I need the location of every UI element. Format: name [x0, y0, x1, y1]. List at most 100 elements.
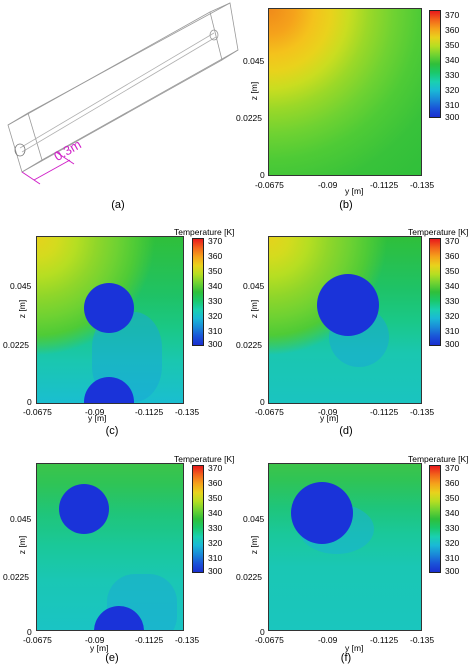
colorbar-tick: 320 — [445, 538, 460, 548]
colorbar-tick: 360 — [208, 478, 223, 488]
colorbar-tick: 360 — [445, 251, 460, 261]
y-axis-label: y [m] — [88, 413, 107, 423]
colorbar — [429, 465, 441, 573]
y-axis-label: y [m] — [90, 643, 109, 653]
caption-d: (d) — [339, 425, 353, 437]
y-tick: -0.0675 — [23, 635, 52, 645]
caption-c: (c) — [105, 425, 119, 437]
caption-b: (b) — [339, 199, 353, 211]
z-tick: 0.0225 — [3, 572, 29, 582]
colorbar-tick: 340 — [445, 508, 460, 518]
colorbar-tick: 310 — [445, 553, 460, 563]
z-tick: 0.0225 — [236, 113, 262, 123]
colorbar-tick: 310 — [208, 553, 223, 563]
y-tick: -0.135 — [410, 635, 435, 645]
colorbar-tick: 300 — [445, 112, 460, 122]
contour-plot-c — [36, 236, 184, 404]
y-tick: -0.0675 — [23, 407, 52, 417]
y-tick: -0.135 — [175, 635, 200, 645]
colorbar-tick: 370 — [445, 463, 460, 473]
z-tick: 0 — [260, 627, 265, 637]
colorbar-tick: 330 — [445, 296, 460, 306]
y-tick: -0.1125 — [370, 180, 399, 190]
y-tick: -0.0675 — [255, 635, 284, 645]
channel-sketch — [7, 2, 239, 185]
colorbar-tick: 350 — [445, 266, 460, 276]
colorbar-tick: 330 — [208, 523, 223, 533]
y-tick: -0.09 — [85, 407, 105, 417]
colorbar-tick: 370 — [445, 10, 460, 20]
y-tick: -0.135 — [410, 407, 435, 417]
contour-plot-d — [268, 236, 422, 404]
colorbar-tick: 350 — [445, 40, 460, 50]
colorbar — [192, 238, 204, 346]
colorbar-tick: 360 — [208, 251, 223, 261]
contour-plot-f — [268, 463, 422, 631]
z-axis-label: z [m] — [17, 299, 28, 319]
colorbar-tick: 320 — [208, 538, 223, 548]
y-tick: -0.1125 — [135, 635, 164, 645]
z-tick: 0.0225 — [3, 340, 29, 350]
z-tick: 0 — [27, 627, 32, 637]
colorbar-tick: 300 — [445, 566, 460, 576]
z-axis-label: z [m] — [249, 535, 260, 555]
colorbar-tick: 320 — [445, 311, 460, 321]
y-tick: -0.1125 — [370, 635, 399, 645]
y-tick: -0.09 — [318, 180, 338, 190]
colorbar-tick: 320 — [208, 311, 223, 321]
cylinder — [317, 274, 379, 336]
colorbar — [429, 238, 441, 346]
y-tick: -0.0675 — [255, 407, 284, 417]
colorbar-tick: 310 — [208, 326, 223, 336]
y-tick: -0.0675 — [255, 180, 284, 190]
colorbar-title: Temperature [K] — [408, 454, 469, 464]
y-tick: -0.135 — [410, 180, 435, 190]
y-tick: -0.09 — [318, 407, 338, 417]
panel-a: 0.3m (a) — [0, 0, 240, 215]
colorbar-tick: 350 — [445, 493, 460, 503]
cylinder-upper — [59, 484, 109, 534]
colorbar-tick: 320 — [445, 85, 460, 95]
z-tick: 0 — [260, 397, 265, 407]
colorbar-title: Temperature [K] — [174, 454, 235, 464]
z-axis-label: z [m] — [249, 81, 260, 101]
colorbar-tick: 340 — [208, 281, 223, 291]
colorbar-tick: 330 — [445, 70, 460, 80]
z-tick: 0 — [27, 397, 32, 407]
colorbar-tick: 310 — [445, 326, 460, 336]
colorbar-title: Temperature [K] — [408, 227, 469, 237]
colorbar-tick: 360 — [445, 25, 460, 35]
z-tick: 0.0225 — [236, 572, 262, 582]
colorbar-tick: 300 — [445, 339, 460, 349]
z-axis-label: z [m] — [249, 299, 260, 319]
y-tick: -0.135 — [175, 407, 200, 417]
colorbar-tick: 310 — [445, 100, 460, 110]
caption-f: (f) — [340, 652, 352, 664]
contour-plot-b — [268, 8, 422, 176]
colorbar — [192, 465, 204, 573]
z-tick: 0.045 — [10, 514, 32, 524]
contour-plot-e — [36, 463, 184, 631]
colorbar-tick: 330 — [208, 296, 223, 306]
colorbar-tick: 360 — [445, 478, 460, 488]
colorbar-tick: 300 — [208, 339, 223, 349]
y-tick: -0.1125 — [135, 407, 164, 417]
y-tick: -0.09 — [318, 635, 338, 645]
z-tick: 0.045 — [243, 281, 265, 291]
colorbar-tick: 340 — [445, 55, 460, 65]
z-tick: 0.0225 — [236, 340, 262, 350]
colorbar — [429, 10, 441, 118]
colorbar-tick: 300 — [208, 566, 223, 576]
y-tick: -0.09 — [85, 635, 105, 645]
caption-e: (e) — [105, 652, 119, 664]
z-tick: 0.045 — [243, 514, 265, 524]
colorbar-tick: 370 — [208, 463, 223, 473]
z-axis-label: z [m] — [17, 535, 28, 555]
y-axis-label: y [m] — [345, 643, 364, 653]
cylinder — [291, 482, 353, 544]
colorbar-tick: 340 — [445, 281, 460, 291]
cylinder-upper — [84, 283, 134, 333]
caption-a: (a) — [111, 199, 125, 211]
colorbar-tick: 330 — [445, 523, 460, 533]
colorbar-tick: 340 — [208, 508, 223, 518]
